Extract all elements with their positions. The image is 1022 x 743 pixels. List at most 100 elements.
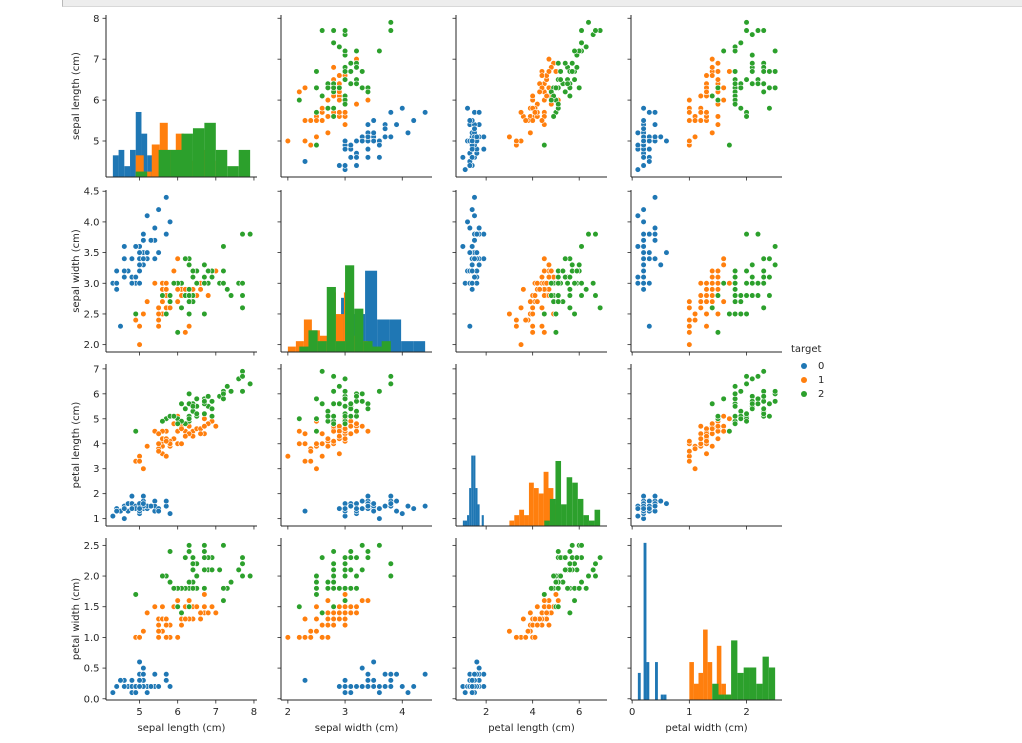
scatter-point bbox=[336, 43, 343, 51]
scatter-point bbox=[341, 413, 349, 420]
scatter-point bbox=[307, 448, 314, 455]
scatter-point bbox=[330, 615, 337, 623]
scatter-point bbox=[353, 585, 360, 592]
scatter-point bbox=[387, 109, 394, 116]
scatter-point bbox=[341, 137, 349, 145]
scatter-point bbox=[132, 591, 139, 598]
scatter-point bbox=[471, 125, 478, 132]
scatter-point bbox=[147, 503, 155, 510]
scatter-point bbox=[313, 133, 320, 141]
scatter-point bbox=[364, 597, 372, 604]
scatter-point bbox=[136, 505, 143, 512]
scatter-point bbox=[640, 154, 647, 161]
scatter-point bbox=[136, 458, 143, 465]
scatter-point bbox=[182, 405, 189, 412]
scatter-point bbox=[113, 286, 120, 293]
scatter-point bbox=[529, 92, 536, 100]
scatter-point bbox=[422, 671, 429, 678]
scatter-point bbox=[151, 255, 158, 262]
scatter-point bbox=[531, 634, 539, 641]
scatter-point bbox=[686, 448, 693, 455]
scatter-point bbox=[404, 129, 412, 136]
scatter-point bbox=[128, 493, 136, 500]
scatter-point bbox=[469, 286, 476, 293]
scatter-point bbox=[347, 503, 354, 510]
x-tick-label: 4 bbox=[529, 707, 535, 718]
scatter-point bbox=[597, 304, 604, 311]
hist-bar bbox=[538, 493, 544, 526]
hist-bar bbox=[467, 515, 470, 526]
scatter-point bbox=[686, 329, 693, 336]
scatter-point bbox=[307, 141, 314, 149]
scatter-point bbox=[353, 420, 360, 427]
scatter-point bbox=[376, 141, 383, 149]
hist-bar bbox=[381, 341, 391, 352]
scatter-point bbox=[743, 280, 750, 287]
x-tick-label: 0 bbox=[629, 707, 635, 718]
scatter-point bbox=[301, 677, 309, 684]
hist-bar bbox=[549, 498, 556, 526]
scatter-point bbox=[697, 280, 704, 287]
scatter-point bbox=[538, 304, 546, 311]
scatter-point bbox=[330, 27, 337, 34]
y-axis-label-sepal_width: sepal width (cm) bbox=[71, 229, 82, 313]
scatter-point bbox=[376, 515, 383, 522]
scatter-point bbox=[353, 47, 360, 55]
scatter-point bbox=[330, 579, 337, 586]
scatter-point bbox=[545, 603, 553, 610]
scatter-point bbox=[743, 410, 750, 417]
scatter-point bbox=[749, 261, 756, 268]
scatter-point bbox=[714, 76, 722, 83]
scatter-point bbox=[720, 84, 727, 91]
scatter-point bbox=[766, 274, 773, 281]
scatter-point bbox=[359, 664, 366, 672]
scatter-point bbox=[640, 286, 647, 293]
scatter-point bbox=[640, 255, 647, 262]
scatter-point bbox=[235, 566, 242, 574]
scatter-point bbox=[709, 443, 716, 450]
scatter-point bbox=[330, 413, 337, 420]
scatter-point bbox=[720, 428, 727, 435]
hist-bar bbox=[637, 672, 641, 700]
scatter-point bbox=[772, 84, 779, 91]
scatter-point bbox=[353, 154, 360, 161]
scatter-point bbox=[212, 609, 219, 616]
legend-marker-1 bbox=[801, 377, 807, 383]
scatter-point bbox=[576, 585, 583, 592]
scatter-point bbox=[686, 96, 693, 104]
scatter-point bbox=[583, 286, 590, 293]
hist-bar bbox=[158, 149, 171, 177]
scatter-point bbox=[731, 101, 739, 108]
scatter-point bbox=[634, 212, 641, 219]
scatter-point bbox=[480, 671, 487, 678]
scatter-point bbox=[144, 298, 151, 305]
scatter-point bbox=[663, 249, 670, 256]
scatter-point bbox=[178, 609, 185, 616]
scatter-point bbox=[197, 286, 204, 293]
scatter-point bbox=[239, 373, 246, 380]
scatter-point bbox=[566, 92, 573, 100]
hist-bar bbox=[721, 683, 726, 700]
scatter-point bbox=[144, 443, 151, 450]
scatter-point bbox=[140, 255, 147, 262]
scatter-point bbox=[147, 237, 155, 244]
scatter-point bbox=[657, 261, 664, 268]
scatter-point bbox=[569, 60, 576, 67]
scatter-point bbox=[347, 60, 354, 67]
scatter-point bbox=[506, 310, 513, 318]
scatter-point bbox=[347, 603, 354, 610]
scatter-point bbox=[552, 310, 560, 318]
scatter-point bbox=[640, 274, 647, 281]
scatter-point bbox=[464, 218, 471, 226]
scatter-point bbox=[766, 84, 773, 91]
scatter-point bbox=[178, 400, 185, 407]
scatter-point bbox=[227, 579, 235, 586]
scatter-point bbox=[578, 243, 585, 250]
scatter-point bbox=[376, 47, 383, 55]
scatter-point bbox=[319, 609, 326, 616]
scatter-point bbox=[163, 231, 170, 238]
scatter-point bbox=[284, 634, 291, 641]
scatter-point bbox=[341, 615, 349, 623]
scatter-point bbox=[224, 383, 231, 390]
scatter-point bbox=[697, 92, 704, 100]
